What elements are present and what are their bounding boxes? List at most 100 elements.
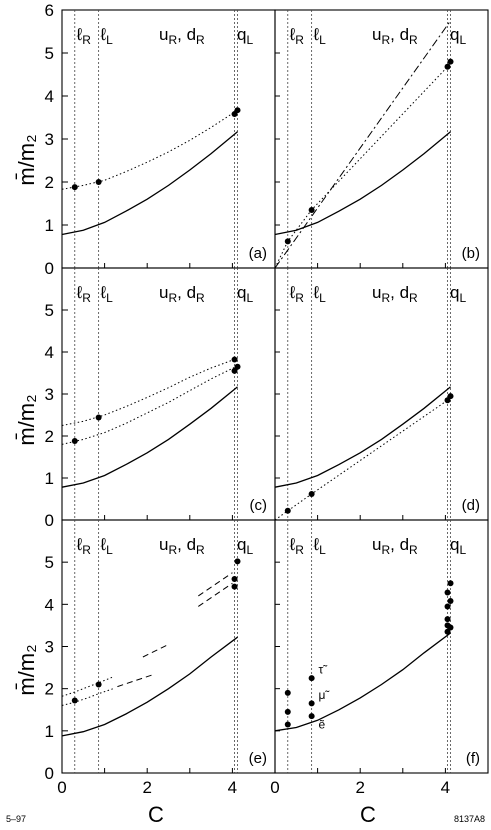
ylabel-top: m̄/m₂ <box>14 134 39 185</box>
region-label-qL: qL <box>450 25 466 47</box>
data-point <box>447 597 454 604</box>
region-label-lL: ℓL <box>100 25 114 47</box>
data-point <box>234 107 241 114</box>
data-point <box>308 490 315 497</box>
y-tick-label: 1 <box>45 216 54 235</box>
x-tick-label: 0 <box>57 778 66 797</box>
data-point <box>308 713 315 720</box>
series-line-dotted <box>61 676 114 697</box>
series-line-dashdot <box>274 20 451 269</box>
panel-frame <box>61 9 276 269</box>
panel-c: ℓR ℓL uR, dR qL 0 1 2 3 4 5 (c) <box>45 267 276 530</box>
region-label-qL: qL <box>237 535 253 557</box>
y-tick-label: 0 <box>45 511 54 530</box>
region-label-uR-dR: uR, dR <box>372 535 418 557</box>
series-line-dotted <box>61 109 238 190</box>
series-line-dashed <box>198 572 233 597</box>
series-line-solid <box>274 386 451 488</box>
region-label-lL: ℓL <box>313 535 327 557</box>
region-label-lR: ℓR <box>289 283 305 305</box>
region-label-lR: ℓR <box>76 535 92 557</box>
data-point <box>95 681 102 688</box>
region-label-qL: qL <box>237 25 253 47</box>
series-line-dotted <box>61 357 238 426</box>
panel-d: ℓR ℓL uR, dR qL (d) <box>274 267 489 521</box>
region-label-uR-dR: uR, dR <box>159 283 205 305</box>
series-line-dotted <box>274 62 451 269</box>
data-point <box>284 721 291 728</box>
panel-a: ℓR ℓL uR, dR qL 0 1 2 3 4 5 6 (a) <box>45 1 276 278</box>
series-line-solid <box>61 636 238 737</box>
series-line-dotted <box>274 395 451 521</box>
series-line-dotted <box>61 688 114 706</box>
data-point <box>231 583 238 590</box>
panel-f: ℓR ℓL uR, dR qL τ̃ μ̃ ẽ 0 2 4 (f) <box>270 519 489 797</box>
data-point <box>234 363 241 370</box>
series-line-solid <box>274 632 451 732</box>
panel-tag: (f) <box>466 750 480 767</box>
region-label-lL: ℓL <box>100 283 114 305</box>
panel-frame <box>274 267 489 521</box>
data-point <box>284 708 291 715</box>
series-line-solid <box>61 386 238 488</box>
data-point <box>308 675 315 682</box>
x-tick-label: 4 <box>228 778 237 797</box>
data-point <box>284 238 291 245</box>
data-point <box>308 700 315 707</box>
xlabel-left: C <box>148 802 164 827</box>
data-point <box>308 206 315 213</box>
point-label-ẽ: ẽ <box>318 718 325 732</box>
y-tick-label: 0 <box>45 764 54 783</box>
data-point <box>71 184 78 191</box>
y-tick-label: 5 <box>45 44 54 63</box>
x-tick-label: 4 <box>441 778 450 797</box>
series-line-solid <box>274 131 451 236</box>
panel-frame <box>274 519 489 774</box>
region-label-lL: ℓL <box>100 535 114 557</box>
region-label-qL: qL <box>450 283 466 305</box>
data-point <box>71 438 78 445</box>
y-tick-label: 4 <box>45 595 54 614</box>
panel-frame <box>274 9 489 269</box>
region-label-uR-dR: uR, dR <box>372 283 418 305</box>
x-tick-label: 2 <box>355 778 364 797</box>
region-label-lR: ℓR <box>76 25 92 47</box>
series-line-dashed <box>142 643 169 658</box>
panel-e: ℓR ℓL uR, dR qL 0 1 2 3 4 5 0 2 4 (e) <box>45 519 276 797</box>
y-tick-label: 1 <box>45 469 54 488</box>
series-line-dashed <box>117 674 152 688</box>
data-point <box>231 356 238 363</box>
panel-tag: (a) <box>249 245 267 262</box>
data-point <box>447 58 454 65</box>
data-point <box>284 507 291 514</box>
y-tick-label: 2 <box>45 680 54 699</box>
region-label-lL: ℓL <box>313 25 327 47</box>
region-label-uR-dR: uR, dR <box>159 25 205 47</box>
panel-tag: (c) <box>250 497 268 514</box>
data-point <box>447 624 454 631</box>
y-tick-label: 1 <box>45 722 54 741</box>
xlabel-right: C <box>360 802 376 827</box>
panel-tag: (e) <box>249 750 267 767</box>
panel-frame <box>61 267 276 521</box>
y-tick-label: 2 <box>45 173 54 192</box>
data-point <box>444 589 451 596</box>
y-tick-label: 3 <box>45 385 54 404</box>
data-point <box>231 576 238 583</box>
region-label-qL: qL <box>237 283 253 305</box>
data-point <box>284 689 291 696</box>
y-tick-label: 4 <box>45 343 54 362</box>
y-tick-label: 0 <box>45 259 54 278</box>
panel-frame <box>61 519 276 774</box>
data-point <box>444 603 451 610</box>
corner-note-left: 5–97 <box>6 814 26 824</box>
corner-note-right: 8137A8 <box>454 814 485 824</box>
data-point <box>447 580 454 587</box>
region-label-lL: ℓL <box>313 283 327 305</box>
y-tick-label: 6 <box>45 1 54 20</box>
series-line-dashed <box>198 582 233 607</box>
panel-b: ℓR ℓL uR, dR qL (b) <box>274 9 489 269</box>
panel-tag: (b) <box>462 245 480 262</box>
panels-group: ℓR ℓL uR, dR qL 0 1 2 3 4 5 6 (a) ℓR ℓL uR, dR qL (b) ℓR ℓ… <box>45 1 489 797</box>
